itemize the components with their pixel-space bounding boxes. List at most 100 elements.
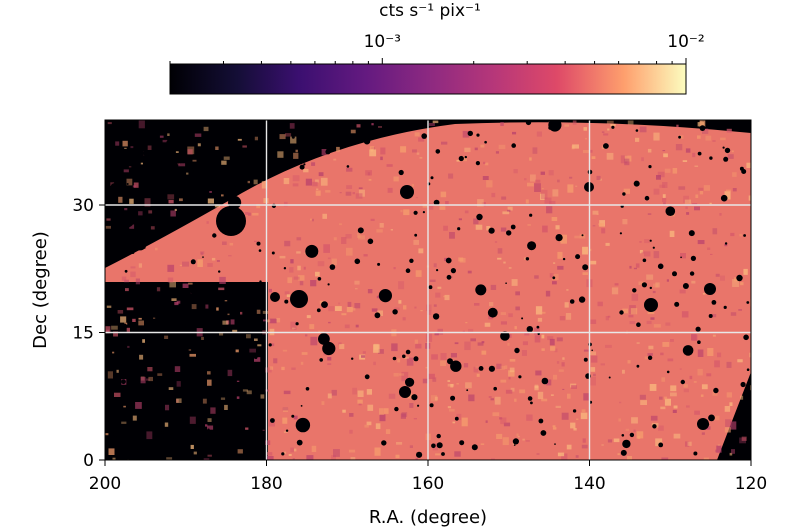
masked-source [467,130,473,137]
texture-cell [282,349,288,352]
texture-cell [369,146,375,150]
texture-cell [494,396,501,405]
masked-source [382,133,386,137]
texture-cell [347,301,352,307]
texture-cell [695,194,699,198]
texture-cell [682,160,688,162]
x-axis-label: R.A. (degree) [369,507,487,528]
texture-cell [128,166,132,168]
texture-cell [318,172,324,177]
texture-cell [297,275,305,281]
texture-cell [425,333,433,342]
texture-cell [105,433,109,436]
texture-cell [495,151,499,154]
masked-source [405,377,415,387]
texture-cell [282,407,289,411]
texture-cell [420,310,423,312]
masked-source [500,331,510,341]
texture-cell [189,353,196,357]
masked-source [720,194,728,202]
texture-cell [507,342,510,346]
texture-cell [497,248,503,254]
texture-cell [328,306,335,312]
masked-source [318,333,330,345]
texture-cell [355,288,358,290]
texture-cell [265,389,269,392]
texture-cell [450,384,454,388]
texture-cell [497,257,502,260]
masked-source [316,308,321,313]
texture-cell [211,257,216,261]
texture-cell [207,263,213,267]
texture-cell [605,316,609,321]
masked-source [416,451,423,458]
texture-cell [550,346,556,351]
texture-cell [224,300,228,302]
texture-cell [214,204,221,208]
masked-source [251,416,257,422]
texture-cell [269,366,274,370]
texture-cell [339,192,342,194]
texture-cell [546,206,553,214]
texture-cell [295,149,298,153]
texture-cell [496,433,503,439]
texture-cell [378,349,384,354]
texture-cell [554,348,558,353]
masked-source [652,246,655,249]
texture-cell [653,324,661,328]
texture-cell [740,395,744,400]
texture-cell [719,213,722,216]
texture-cell [394,307,400,311]
texture-cell [464,210,469,214]
masked-source [746,301,750,304]
masked-source [313,136,321,144]
masked-source [441,452,445,456]
texture-cell [444,257,448,262]
masked-source [536,325,540,329]
texture-cell [352,387,357,395]
texture-cell [582,246,588,255]
texture-cell [246,390,252,395]
texture-cell [541,311,546,314]
masked-source [210,176,218,183]
texture-cell [248,212,251,216]
texture-cell [118,196,123,203]
texture-cell [657,171,665,178]
masked-source [548,126,553,130]
texture-cell [138,120,145,129]
texture-cell [711,314,717,318]
texture-cell [434,332,439,336]
texture-cell [613,438,620,443]
masked-source [299,164,305,170]
texture-cell [557,265,564,270]
texture-cell [400,146,407,153]
texture-cell [486,180,493,188]
texture-cell [306,455,314,460]
masked-source [188,168,194,174]
texture-cell [552,427,557,430]
texture-cell [399,373,405,376]
texture-cell [710,253,713,255]
masked-source [174,218,180,223]
texture-cell [375,423,381,430]
masked-source [723,156,729,162]
texture-cell [555,405,561,408]
masked-source [409,258,414,263]
texture-cell [635,137,640,142]
texture-cell [397,358,401,363]
texture-cell [558,369,564,372]
texture-cell [465,322,468,324]
texture-cell [692,152,696,158]
texture-cell [435,292,441,298]
texture-cell [672,409,677,413]
texture-cell [589,149,593,153]
masked-source [466,389,469,392]
texture-cell [680,253,686,259]
masked-source [161,431,164,434]
texture-cell [357,399,363,404]
texture-cell [449,232,455,239]
texture-cell [526,414,533,421]
texture-cell [219,276,226,284]
texture-cell [651,424,654,426]
texture-cell [138,317,142,320]
